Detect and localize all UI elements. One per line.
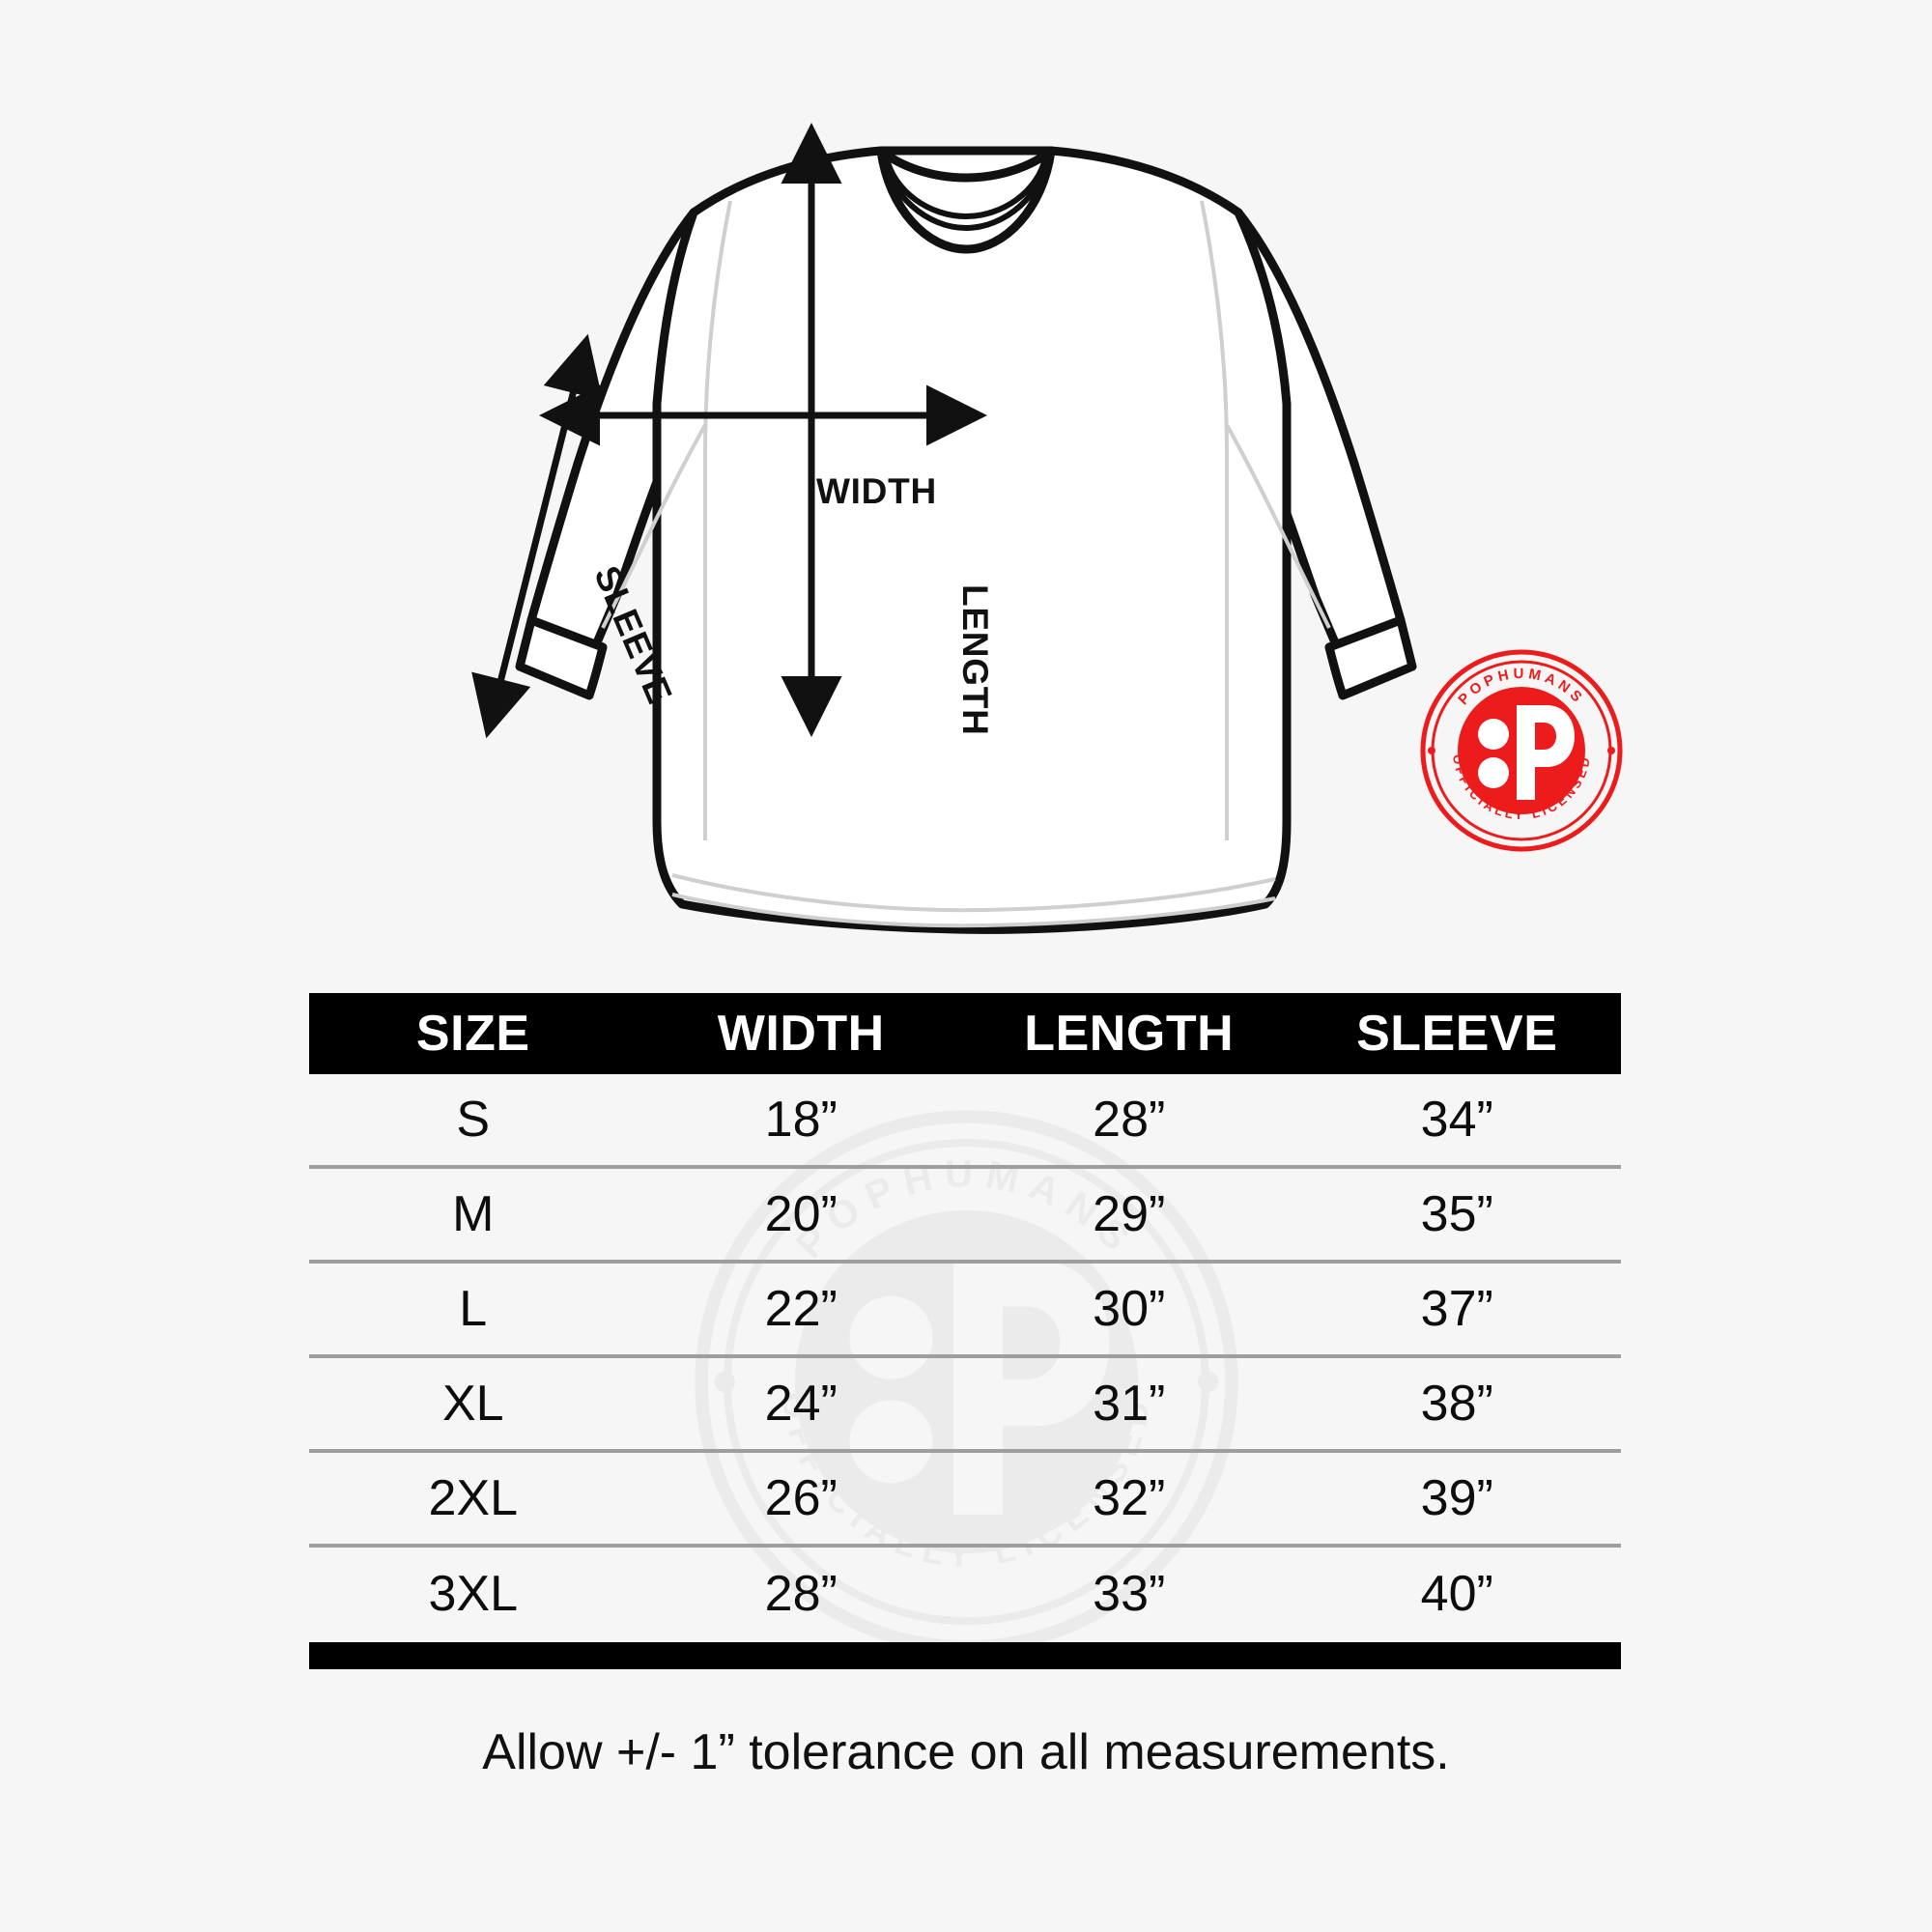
cell-size: XL	[441, 1376, 504, 1432]
cell-sleeve: 39”	[1420, 1470, 1493, 1526]
cell-width: 26”	[764, 1470, 838, 1526]
cell-sleeve: 40”	[1420, 1566, 1493, 1622]
brand-badge: POPHUMANS OFFICIALLY LICENSED	[1420, 649, 1623, 852]
cell-width: 22”	[764, 1281, 838, 1337]
cell-size: L	[459, 1281, 488, 1337]
cell-width: 28”	[764, 1566, 838, 1622]
table-row: L 22” 30” 37”	[309, 1264, 1621, 1358]
cell-width: 24”	[764, 1376, 838, 1432]
cell-sleeve: 35”	[1420, 1186, 1493, 1242]
column-header-width: WIDTH	[717, 1006, 885, 1062]
cell-length: 32”	[1093, 1470, 1166, 1526]
cell-size: M	[452, 1186, 495, 1242]
column-header-length: LENGTH	[1024, 1006, 1235, 1062]
length-label: LENGTH	[955, 584, 995, 736]
cell-size: 3XL	[428, 1566, 519, 1622]
width-measure-arrow	[539, 384, 987, 446]
table-footer-bar	[309, 1642, 1621, 1669]
cell-length: 28”	[1093, 1092, 1166, 1148]
cell-length: 31”	[1093, 1376, 1166, 1432]
table-body: S 18” 28” 34” M 20” 29” 35” L 22” 30” 37…	[309, 1074, 1621, 1640]
size-table: SIZE WIDTH LENGTH SLEEVE S 18” 28” 34” M…	[309, 993, 1621, 1669]
cell-length: 33”	[1093, 1566, 1166, 1622]
garment-illustration	[502, 145, 1430, 956]
sleeve-measure-arrow	[471, 333, 603, 739]
table-row: S 18” 28” 34”	[309, 1074, 1621, 1169]
width-label: WIDTH	[816, 471, 937, 511]
table-row: XL 24” 31” 38”	[309, 1358, 1621, 1453]
cell-length: 29”	[1093, 1186, 1166, 1242]
cell-size: S	[456, 1092, 491, 1148]
length-measure-arrow	[781, 123, 842, 737]
cell-sleeve: 38”	[1420, 1376, 1493, 1432]
cell-width: 20”	[764, 1186, 838, 1242]
cell-size: 2XL	[428, 1470, 519, 1526]
column-header-sleeve: SLEEVE	[1356, 1006, 1558, 1062]
table-header-row: SIZE WIDTH LENGTH SLEEVE	[309, 993, 1621, 1074]
table-row: M 20” 29” 35”	[309, 1169, 1621, 1264]
table-row: 3XL 28” 33” 40”	[309, 1548, 1621, 1640]
column-header-size: SIZE	[415, 1006, 530, 1062]
cell-width: 18”	[764, 1092, 838, 1148]
tolerance-note: Allow +/- 1” tolerance on all measuremen…	[482, 1724, 1450, 1780]
cell-length: 30”	[1093, 1281, 1166, 1337]
cell-sleeve: 34”	[1420, 1092, 1493, 1148]
cell-sleeve: 37”	[1420, 1281, 1493, 1337]
table-row: 2XL 26” 32” 39”	[309, 1453, 1621, 1548]
